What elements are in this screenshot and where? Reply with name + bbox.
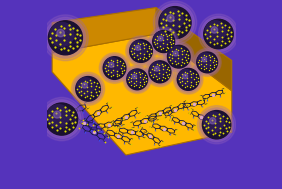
Circle shape xyxy=(165,43,192,70)
Circle shape xyxy=(42,15,88,61)
Circle shape xyxy=(196,51,218,74)
Circle shape xyxy=(169,46,184,62)
Circle shape xyxy=(152,30,175,53)
Circle shape xyxy=(148,60,172,84)
Circle shape xyxy=(198,53,212,68)
Circle shape xyxy=(135,45,140,50)
Circle shape xyxy=(164,41,194,72)
Circle shape xyxy=(175,66,201,93)
Circle shape xyxy=(154,32,169,47)
Circle shape xyxy=(54,111,61,118)
Circle shape xyxy=(125,67,150,92)
Circle shape xyxy=(45,17,86,58)
Circle shape xyxy=(202,18,234,50)
Circle shape xyxy=(126,68,148,91)
Circle shape xyxy=(131,41,147,57)
Polygon shape xyxy=(156,8,232,91)
Circle shape xyxy=(49,21,82,55)
Circle shape xyxy=(40,97,83,141)
Circle shape xyxy=(200,108,233,142)
Circle shape xyxy=(132,74,136,79)
Circle shape xyxy=(153,1,197,44)
Circle shape xyxy=(156,3,194,42)
Circle shape xyxy=(155,66,159,71)
Circle shape xyxy=(158,36,163,41)
Circle shape xyxy=(73,74,103,104)
Circle shape xyxy=(57,29,64,37)
Circle shape xyxy=(159,7,191,39)
Circle shape xyxy=(158,5,192,40)
Circle shape xyxy=(179,70,194,85)
Circle shape xyxy=(130,40,152,62)
Polygon shape xyxy=(52,8,156,53)
Circle shape xyxy=(173,51,178,56)
Circle shape xyxy=(147,59,173,85)
Circle shape xyxy=(197,106,236,144)
Circle shape xyxy=(129,39,153,63)
Circle shape xyxy=(153,31,175,53)
Circle shape xyxy=(102,56,127,80)
Circle shape xyxy=(202,57,206,62)
Circle shape xyxy=(150,62,165,77)
Circle shape xyxy=(210,118,216,124)
Circle shape xyxy=(211,27,218,33)
Circle shape xyxy=(126,36,156,66)
Circle shape xyxy=(167,44,191,69)
Circle shape xyxy=(99,53,130,83)
Circle shape xyxy=(197,52,217,73)
Circle shape xyxy=(145,57,175,87)
Circle shape xyxy=(46,103,78,135)
Circle shape xyxy=(167,15,174,22)
Circle shape xyxy=(168,45,190,68)
Circle shape xyxy=(82,83,87,88)
Circle shape xyxy=(77,78,94,95)
Circle shape xyxy=(204,112,224,132)
Circle shape xyxy=(128,70,142,85)
Polygon shape xyxy=(52,34,232,155)
Circle shape xyxy=(199,14,238,54)
Circle shape xyxy=(173,65,203,94)
Circle shape xyxy=(42,100,81,138)
Circle shape xyxy=(201,16,236,52)
Circle shape xyxy=(177,67,200,91)
Circle shape xyxy=(201,109,232,140)
Circle shape xyxy=(76,77,100,101)
Circle shape xyxy=(101,54,128,82)
Circle shape xyxy=(123,65,151,93)
Circle shape xyxy=(72,72,105,105)
Circle shape xyxy=(44,102,79,136)
Circle shape xyxy=(127,37,155,65)
Circle shape xyxy=(193,48,221,76)
Circle shape xyxy=(202,111,231,139)
Circle shape xyxy=(183,74,188,79)
Circle shape xyxy=(177,68,199,90)
Circle shape xyxy=(149,61,171,83)
Circle shape xyxy=(149,27,179,56)
Circle shape xyxy=(103,57,126,79)
Circle shape xyxy=(127,69,147,90)
Circle shape xyxy=(160,8,183,31)
Circle shape xyxy=(75,76,101,102)
Circle shape xyxy=(195,50,220,75)
Circle shape xyxy=(109,62,114,67)
Circle shape xyxy=(204,19,233,49)
Circle shape xyxy=(47,19,84,56)
Circle shape xyxy=(104,58,120,74)
Circle shape xyxy=(47,105,70,127)
Circle shape xyxy=(205,21,226,41)
Circle shape xyxy=(50,22,74,46)
Circle shape xyxy=(151,28,177,55)
